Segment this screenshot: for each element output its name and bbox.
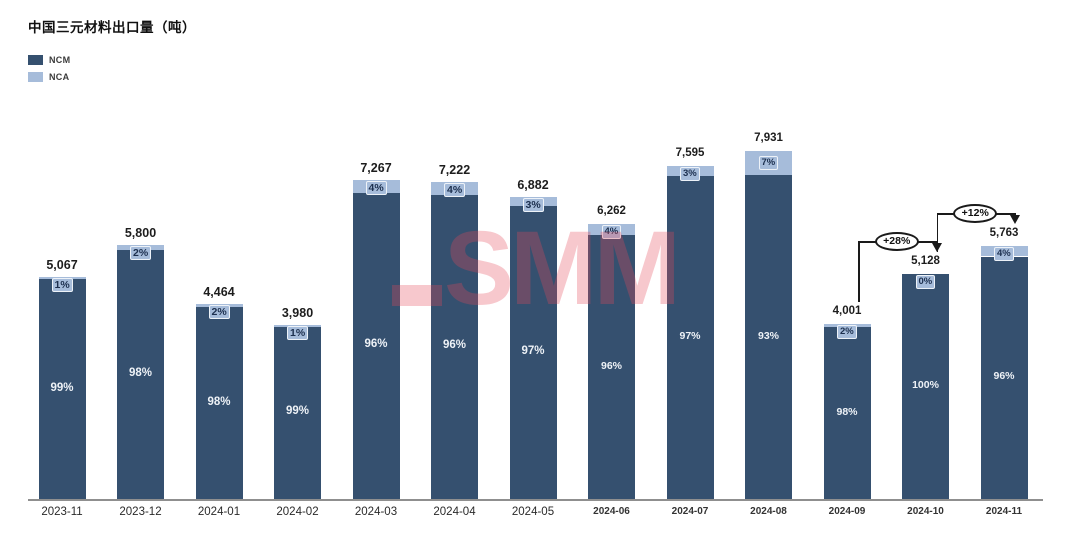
ncm-percent-label: 97% <box>679 329 701 342</box>
legend-swatch-nca-icon <box>28 71 43 82</box>
legend-label-ncm: NCM <box>49 54 71 65</box>
bar-ncm-segment <box>117 249 164 499</box>
x-axis-label: 2024-11 <box>985 506 1023 517</box>
x-axis-label: 2024-02 <box>276 506 319 518</box>
chart-title: 中国三元材料出口量（吨） <box>28 20 196 35</box>
bar-total-label: 6,262 <box>597 205 626 218</box>
x-axis-label: 2024-01 <box>197 506 241 518</box>
bar-total-label: 7,595 <box>675 146 705 159</box>
bar-total-label: 5,800 <box>124 225 157 240</box>
legend-swatch-ncm-icon <box>28 54 43 65</box>
annotation-connector-line <box>858 241 860 302</box>
bar-total-label: 4,001 <box>832 304 862 317</box>
ncm-percent-label: 97% <box>521 345 545 358</box>
ncm-percent-label: 98% <box>128 366 153 379</box>
nca-percent-label: 2% <box>130 245 152 260</box>
x-axis-label: 2024-06 <box>593 506 630 517</box>
ncm-percent-label: 98% <box>836 405 858 418</box>
ncm-percent-label: 96% <box>364 338 388 351</box>
bar-ncm-segment <box>666 175 714 499</box>
annotation-connector-line <box>936 213 939 253</box>
nca-percent-label: 2% <box>837 324 857 339</box>
nca-percent-label: 4% <box>365 181 387 196</box>
ncm-percent-label: 96% <box>993 370 1015 383</box>
legend-item-ncm: NCM <box>28 52 70 67</box>
bar-total-label: 5,128 <box>911 255 940 268</box>
nca-percent-label: 3% <box>522 198 544 213</box>
x-axis-label: 2024-07 <box>671 506 709 517</box>
bar-ncm-segment <box>588 235 635 499</box>
bar-ncm-segment <box>980 256 1028 499</box>
x-axis-label: 2024-03 <box>354 506 398 518</box>
bar-total-label: 7,267 <box>360 161 392 176</box>
x-axis-label: 2024-05 <box>511 506 555 518</box>
legend-label-nca: NCA <box>49 71 70 82</box>
nca-percent-label: 3% <box>680 166 700 181</box>
x-axis-line <box>28 499 1043 501</box>
bar-total-label: 5,763 <box>989 227 1019 240</box>
nca-percent-label: 4% <box>601 225 622 240</box>
x-axis-label: 2023-11 <box>41 506 83 518</box>
x-axis-label: 2024-10 <box>907 506 944 517</box>
nca-percent-label: 4% <box>994 247 1014 262</box>
bar-total-label: 6,882 <box>517 178 549 193</box>
ncm-percent-label: 99% <box>50 381 74 394</box>
ncm-percent-label: 99% <box>285 405 310 418</box>
bar-ncm-segment <box>274 326 321 499</box>
ncm-percent-label: 96% <box>600 359 622 372</box>
bar-ncm-segment <box>745 175 792 499</box>
nca-percent-label: 0% <box>915 275 936 290</box>
ncm-percent-label: 93% <box>757 329 779 342</box>
bar-ncm-segment <box>352 192 400 499</box>
bar-total-label: 7,931 <box>754 132 783 144</box>
x-axis-label: 2023-12 <box>119 506 162 518</box>
nca-percent-label: 4% <box>444 183 466 198</box>
bar-total-label: 5,067 <box>46 258 78 273</box>
ncm-percent-label: 96% <box>442 339 467 352</box>
annotation-growth-label: +28% <box>874 231 919 251</box>
bar-ncm-segment <box>823 327 871 499</box>
nca-percent-label: 2% <box>208 304 230 319</box>
annotation-arrowhead-icon <box>1010 215 1020 225</box>
nca-percent-label: 7% <box>758 156 779 171</box>
x-axis-label: 2024-08 <box>750 506 787 517</box>
ncm-percent-label: 100% <box>912 379 939 392</box>
bar-ncm-segment <box>38 279 86 499</box>
bar-total-label: 7,222 <box>438 163 471 178</box>
bar-ncm-segment <box>195 307 243 499</box>
nca-percent-label: 1% <box>287 325 309 340</box>
bar-total-label: 3,980 <box>281 305 314 320</box>
nca-percent-label: 1% <box>51 278 73 293</box>
x-axis-label: 2024-09 <box>828 506 866 517</box>
bar-total-label: 4,464 <box>203 284 235 299</box>
legend-item-nca: NCA <box>28 69 70 84</box>
annotation-arrow-shaft <box>935 241 938 244</box>
bar-ncm-segment <box>431 194 478 499</box>
bar-ncm-segment <box>509 206 557 499</box>
bar-ncm-segment <box>902 274 949 499</box>
legend: NCM NCA <box>28 52 70 86</box>
x-axis-label: 2024-04 <box>433 506 476 518</box>
annotation-arrow-shaft <box>1014 213 1016 216</box>
ncm-percent-label: 98% <box>207 395 231 408</box>
annotation-growth-label: +12% <box>953 203 998 223</box>
